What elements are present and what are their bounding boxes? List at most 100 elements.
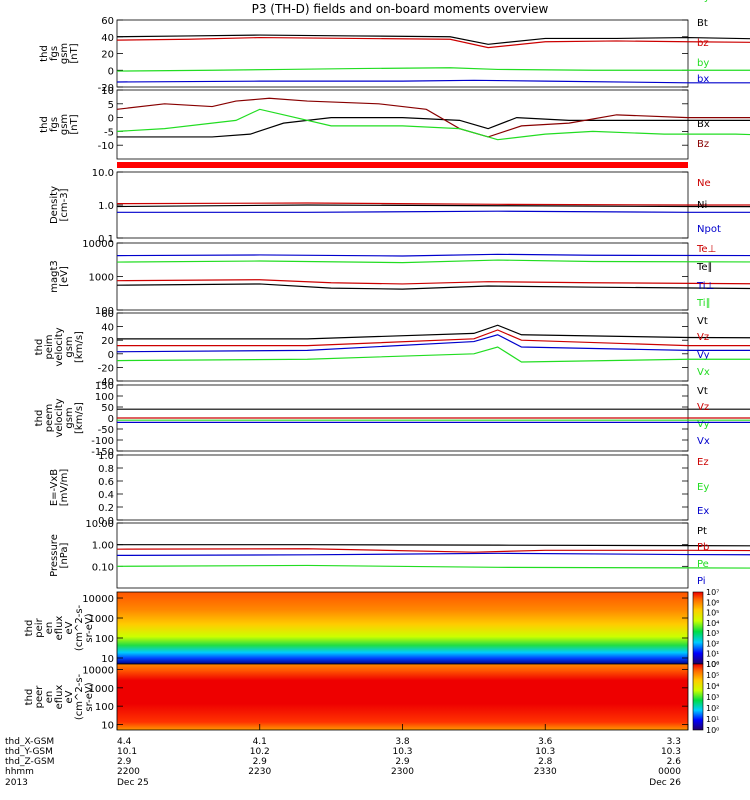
y-axis-label: Pressure <box>49 534 60 577</box>
panel-frame <box>116 454 689 521</box>
y-axis-label: peer <box>34 685 45 709</box>
y-tick-label: 0 <box>108 350 114 361</box>
legend-entry: Ti⊥ <box>696 281 714 292</box>
y-tick-label: 1000 <box>89 684 114 695</box>
legend-entry: Vy <box>697 350 710 361</box>
y-tick-label: -10 <box>98 141 114 152</box>
legend-entry: Te⊥ <box>696 244 716 255</box>
y-tick-label: -20 <box>98 363 114 374</box>
panel-frame <box>116 19 689 88</box>
legend-entry: Ex <box>697 506 709 517</box>
y-axis-label: thd <box>39 45 50 62</box>
colorbar-label: 10⁷ <box>706 588 719 597</box>
legend-entry: Ti∥ <box>696 298 711 309</box>
y-tick-label: -40 <box>98 377 114 388</box>
x-tick-label: 2300 <box>391 767 414 777</box>
legend-entry: Vz <box>697 332 709 343</box>
panel-frame <box>116 89 689 160</box>
y-axis-label: gsm <box>64 336 75 357</box>
colorbar-label: 10⁵ <box>706 671 719 680</box>
x-tick-label: 2.9 <box>117 757 132 767</box>
y-tick-label: 10000 <box>82 666 114 677</box>
colorbar-label: 10² <box>706 639 719 648</box>
y-axis-label: velocity <box>54 398 65 437</box>
legend-entry: bx <box>697 74 709 85</box>
legend-entry: by <box>697 58 709 69</box>
x-tick-label: 10.3 <box>661 747 681 757</box>
y-axis-label: (cm^2-s- <box>74 673 85 720</box>
x-tick-label: 10.3 <box>535 747 555 757</box>
y-tick-label: 60 <box>101 309 114 320</box>
y-tick-label: 10 <box>101 654 114 665</box>
x-tick-label: 4.1 <box>253 737 267 747</box>
series-line <box>116 552 750 556</box>
series-line <box>117 210 750 213</box>
series-line <box>116 67 750 72</box>
y-tick-label: -5 <box>104 127 114 138</box>
legend-entry: Vt <box>697 316 708 327</box>
series-line <box>117 324 750 340</box>
y-tick-label: 40 <box>101 33 114 44</box>
y-tick-label: 0 <box>108 114 114 125</box>
colorbar-label: 10⁶ <box>706 598 719 607</box>
y-tick-label: 100 <box>95 634 114 645</box>
panel-3: 0.1 1.0 10.0 Density [cm-3] Ne Ni Npot <box>49 168 750 245</box>
legend-entry: Ez <box>697 457 709 468</box>
chart-title: P3 (TH-D) fields and on-board moments ov… <box>252 2 549 16</box>
legend-entry: Te∥ <box>696 262 713 273</box>
y-tick-label: 10 <box>101 720 114 731</box>
colorbar-label: 10³ <box>706 693 719 702</box>
legend-entry: Pe <box>697 559 709 570</box>
y-axis-label: gsm <box>64 407 75 428</box>
y-axis-label: thd <box>34 410 45 427</box>
x-tick-label: 0000 <box>658 767 681 777</box>
colorbar-label: 10³ <box>706 629 719 638</box>
y-axis-label: gsm <box>59 43 70 64</box>
y-axis-label: [km/s] <box>74 331 85 363</box>
y-axis-label: sr-eV) <box>84 613 95 642</box>
series-line <box>116 564 750 569</box>
series-line <box>116 108 750 141</box>
legend-entry: Vx <box>697 436 710 447</box>
colorbar-label: 10⁴ <box>706 682 719 691</box>
x-tick-label: 2330 <box>534 767 557 777</box>
legend-entry: Ey <box>697 482 709 493</box>
panel-4: 100 1000 10000 magt3 [eV] Te⊥ Te∥ Ti⊥ Ti∥ <box>49 239 750 317</box>
series-line <box>116 34 750 45</box>
y-tick-label: 0.2 <box>98 503 114 514</box>
series-line <box>116 334 750 353</box>
x-tick-label: 3.3 <box>667 737 681 747</box>
colorbar-label: 10⁵ <box>706 609 719 618</box>
x-tick-label: 2.9 <box>253 757 268 767</box>
y-axis-label: (cm^2-s- <box>74 604 85 651</box>
legend-entry: By <box>697 0 710 3</box>
y-tick-label: 1.00 <box>92 541 114 552</box>
series-line <box>116 36 750 49</box>
legend-entry: Bz <box>697 139 709 150</box>
y-axis-label: thd <box>24 620 35 637</box>
y-tick-label: 1000 <box>89 273 114 284</box>
x-tick-label: 2200 <box>117 767 140 777</box>
y-axis-label: thd <box>39 116 50 133</box>
y-tick-label: 0 <box>108 414 114 425</box>
y-axis-label: thd <box>34 339 45 356</box>
colorbar-label: 10⁴ <box>706 619 719 628</box>
series-line <box>116 279 750 285</box>
x-tick-label: 2.6 <box>667 757 682 767</box>
x-tick-label: 2.8 <box>538 757 553 767</box>
x-tick-label: 2.9 <box>395 757 410 767</box>
y-axis-label: magt3 <box>49 260 60 293</box>
series-line <box>116 346 750 363</box>
x-tick-label: 10.2 <box>250 747 270 757</box>
y-axis-label: velocity <box>54 327 65 366</box>
y-axis-label: sr-eV) <box>84 682 95 711</box>
y-axis-label: [km/s] <box>74 402 85 434</box>
y-tick-label: 0.1 <box>98 234 114 245</box>
panel-7: 0.0 0.2 0.4 0.6 0.8 1.0 E=-VxB [mV/m] Ez Ey Ex <box>49 451 709 527</box>
colorbar-label: 10¹ <box>706 715 719 724</box>
panel-9: 10⁰10¹10²10³10⁴10⁵10⁶10⁷10100100010000th… <box>24 588 719 669</box>
y-tick-label: 40 <box>101 323 114 334</box>
